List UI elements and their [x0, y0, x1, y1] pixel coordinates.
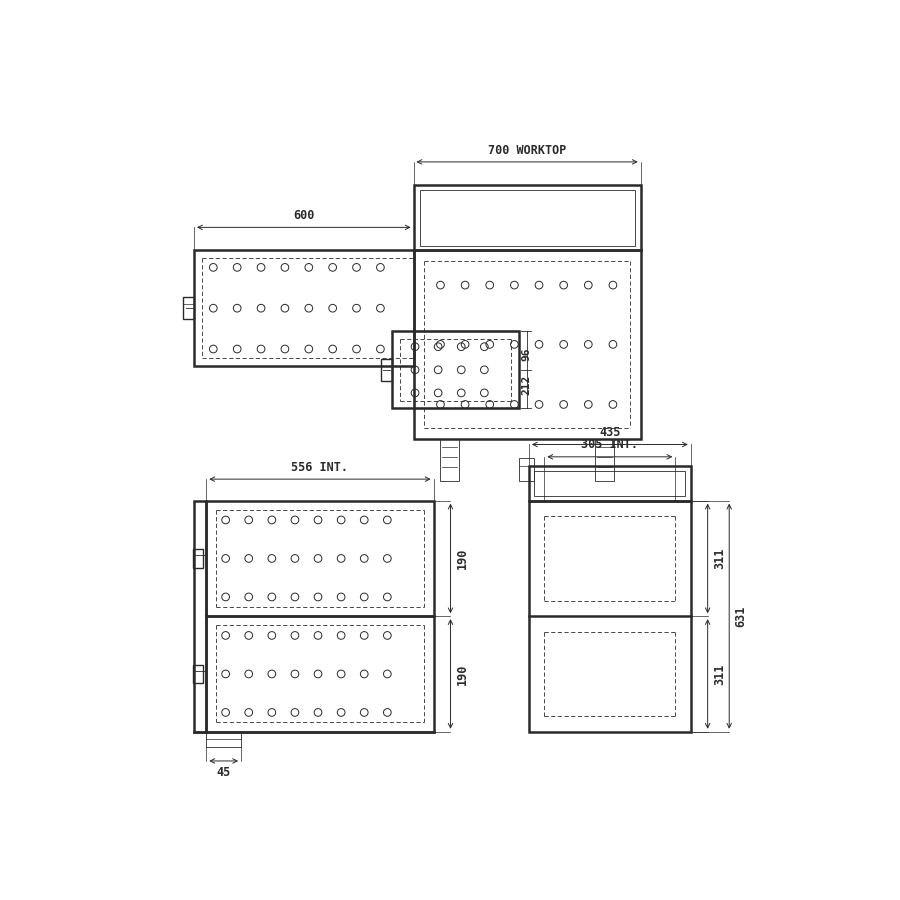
Bar	[440, 439, 459, 482]
Bar	[184, 297, 194, 319]
Bar	[194, 500, 206, 732]
Bar	[529, 466, 690, 500]
Bar	[193, 665, 203, 683]
Bar	[206, 732, 241, 747]
Text: 435: 435	[599, 426, 620, 439]
Text: 212: 212	[522, 375, 532, 395]
Text: 700 WORKTOP: 700 WORKTOP	[488, 143, 566, 157]
Text: 311: 311	[713, 548, 726, 569]
Text: 190: 190	[456, 663, 469, 685]
Bar	[382, 359, 392, 381]
Bar	[392, 331, 519, 409]
Bar	[193, 549, 203, 568]
Text: 305 INT.: 305 INT.	[581, 438, 638, 452]
Text: 556 INT.: 556 INT.	[292, 461, 348, 473]
Text: 600: 600	[293, 209, 314, 222]
Text: 631: 631	[734, 606, 748, 627]
Bar	[413, 250, 641, 439]
Text: 311: 311	[713, 663, 726, 685]
Bar	[419, 190, 634, 246]
Text: 45: 45	[217, 767, 230, 779]
Bar	[529, 500, 690, 732]
Bar	[595, 439, 614, 482]
Bar	[206, 616, 434, 732]
Bar	[413, 185, 641, 250]
Bar	[194, 250, 413, 366]
Bar	[206, 500, 434, 616]
Text: 96: 96	[522, 347, 532, 361]
Bar	[519, 458, 535, 482]
Text: 190: 190	[456, 548, 469, 569]
Bar	[535, 471, 685, 496]
